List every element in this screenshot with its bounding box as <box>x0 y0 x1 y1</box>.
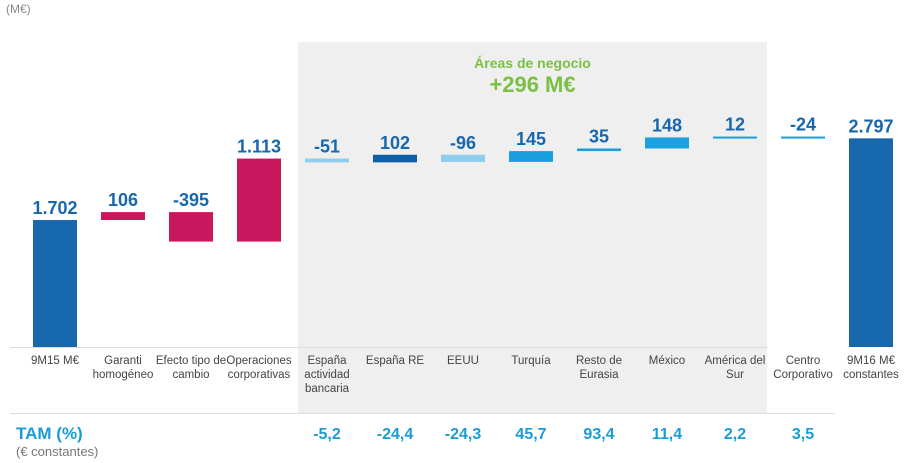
bar <box>509 151 553 162</box>
value-label: -96 <box>450 133 476 153</box>
value-label: -51 <box>314 137 340 157</box>
value-label: -395 <box>173 190 209 210</box>
value-label: -24 <box>790 115 816 135</box>
bar <box>305 158 349 163</box>
category-label: México <box>648 355 686 367</box>
value-label: 145 <box>516 129 546 149</box>
baseline <box>10 347 768 348</box>
value-label: 102 <box>380 133 410 153</box>
value-label: 12 <box>725 115 745 135</box>
tam-value: 11,4 <box>651 426 683 443</box>
value-label: 35 <box>589 126 609 146</box>
tam-value: 2,2 <box>723 426 747 443</box>
category-label: EEUU <box>447 355 479 367</box>
category-label: Turquía <box>511 355 551 367</box>
category-label: Operaciones corporativas <box>226 355 292 381</box>
bar <box>169 212 213 242</box>
category-label: España RE <box>365 355 425 367</box>
business-areas-total: +296 M€ <box>489 72 576 97</box>
tam-value: -24,3 <box>444 426 482 443</box>
category-label: Garanti homogéneo <box>92 355 154 381</box>
category-label: 9M15 M€ <box>31 355 79 367</box>
value-label: 1.702 <box>32 198 77 218</box>
value-label: 1.113 <box>237 137 281 157</box>
business-areas-title: Áreas de negocio <box>474 55 591 71</box>
tam-value: -5,2 <box>313 426 341 443</box>
business-areas-highlight <box>298 42 767 413</box>
tam-value: 3,5 <box>791 426 815 443</box>
bar <box>33 220 77 347</box>
bar <box>849 138 893 347</box>
bar <box>101 212 145 221</box>
separator-line <box>10 413 835 414</box>
bar <box>577 148 621 152</box>
value-label: 2.797 <box>848 116 893 136</box>
bar <box>237 158 281 242</box>
value-label: 148 <box>652 115 682 135</box>
bar <box>713 136 757 139</box>
tam-value: 93,4 <box>583 426 615 443</box>
tam-value: -24,4 <box>376 426 414 443</box>
unit-label: (M€) <box>6 2 31 16</box>
tam-title: TAM (%) <box>16 424 83 443</box>
category-label: 9M16 M€ constantes <box>843 355 899 381</box>
category-label: América del Sur <box>704 355 766 381</box>
bar <box>373 154 417 163</box>
tam-value: 45,7 <box>515 426 547 443</box>
value-label: 106 <box>108 190 138 210</box>
bar <box>645 137 689 149</box>
category-label: Efecto tipo de cambio <box>155 355 227 381</box>
bar <box>441 154 485 162</box>
category-label: España actividad bancaria <box>304 355 350 395</box>
bar <box>781 136 825 139</box>
category-label: Centro Corporativo <box>773 355 833 381</box>
category-label: Resto de Eurasia <box>575 355 623 381</box>
tam-subtitle: (€ constantes) <box>16 444 99 459</box>
